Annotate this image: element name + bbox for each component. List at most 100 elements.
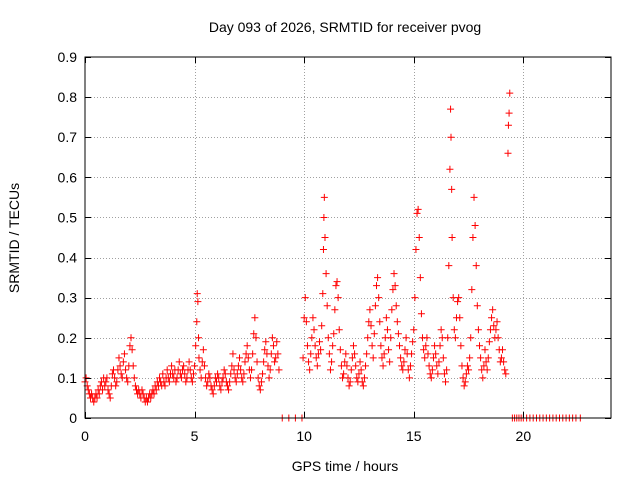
- data-point: [126, 342, 134, 350]
- data-point: [124, 378, 132, 386]
- data-point: [477, 354, 485, 362]
- data-point: [321, 234, 329, 241]
- data-point: [499, 346, 507, 354]
- data-point: [255, 382, 263, 390]
- data-point: [420, 346, 428, 354]
- data-point: [481, 346, 489, 354]
- data-point: [369, 354, 377, 362]
- data-point: [267, 350, 275, 358]
- data-point: [442, 378, 450, 386]
- data-point: [434, 370, 442, 378]
- data-point: [335, 326, 343, 334]
- data-point: [192, 342, 200, 350]
- data-point: [382, 314, 390, 322]
- data-point: [205, 370, 213, 378]
- data-point: [367, 322, 375, 330]
- x-tick-label: 15: [406, 428, 422, 444]
- data-point: [351, 350, 359, 358]
- y-tick-label: 0.6: [58, 169, 78, 185]
- data-point: [236, 354, 244, 362]
- data-point: [233, 370, 241, 378]
- data-point: [320, 193, 328, 201]
- plot-frame: [84, 56, 612, 419]
- data-point: [417, 310, 425, 318]
- data-point: [506, 89, 514, 97]
- data-point: [128, 346, 136, 354]
- data-point: [342, 350, 350, 358]
- data-point: [103, 374, 111, 382]
- data-point: [319, 290, 327, 298]
- data-point: [444, 334, 452, 342]
- data-point: [303, 342, 311, 350]
- data-point: [346, 378, 354, 386]
- data-point: [200, 362, 208, 370]
- y-axis-label: SRMTID / TECUs: [6, 183, 22, 293]
- data-point: [214, 370, 222, 378]
- data-point: [366, 306, 374, 314]
- data-point: [348, 354, 356, 362]
- data-point: [193, 318, 201, 326]
- data-point: [455, 294, 463, 302]
- data-point: [318, 322, 326, 330]
- data-point: [257, 378, 265, 386]
- data-point: [242, 350, 250, 358]
- data-point: [220, 366, 228, 374]
- data-point: [161, 382, 169, 390]
- data-point: [341, 358, 349, 366]
- data-point: [364, 334, 372, 342]
- data-point: [317, 346, 325, 354]
- data-point: [275, 366, 283, 374]
- data-point: [208, 386, 216, 394]
- data-point: [379, 362, 387, 370]
- data-point: [204, 378, 212, 386]
- data-point: [409, 338, 417, 346]
- data-point: [196, 366, 204, 374]
- data-point: [462, 370, 470, 378]
- data-point: [360, 374, 368, 382]
- y-tick-label: 0.8: [58, 89, 78, 105]
- data-point: [329, 342, 337, 350]
- data-point: [389, 286, 397, 294]
- data-point: [108, 370, 116, 378]
- data-point: [370, 330, 378, 338]
- data-point: [216, 382, 224, 390]
- data-point: [268, 334, 276, 342]
- data-point: [105, 390, 113, 398]
- data-point: [239, 378, 247, 386]
- data-point: [198, 358, 206, 366]
- data-point: [388, 306, 396, 314]
- x-tick-label: 5: [191, 428, 199, 444]
- data-point: [237, 366, 245, 374]
- data-point: [401, 346, 409, 354]
- data-point: [326, 366, 334, 374]
- data-point: [130, 374, 138, 382]
- data-point: [357, 366, 365, 374]
- data-point: [305, 358, 313, 366]
- data-point: [90, 398, 98, 406]
- data-point: [413, 209, 421, 217]
- data-point: [422, 342, 430, 350]
- data-point: [104, 386, 112, 394]
- data-point: [147, 394, 155, 402]
- data-point: [261, 346, 269, 354]
- data-point: [191, 362, 199, 370]
- data-point: [476, 342, 483, 350]
- data-point: [428, 366, 436, 374]
- data-point: [358, 378, 366, 386]
- data-point: [408, 350, 416, 358]
- data-point: [392, 302, 400, 310]
- data-point: [299, 354, 307, 362]
- data-point: [374, 274, 382, 282]
- data-point: [372, 282, 380, 290]
- data-point: [313, 362, 321, 370]
- data-point: [406, 362, 414, 370]
- data-point: [435, 358, 443, 366]
- data-point: [429, 354, 437, 362]
- data-point: [494, 334, 502, 342]
- data-point: [485, 338, 493, 346]
- data-point: [472, 262, 480, 270]
- y-tick-label: 0.2: [58, 330, 78, 346]
- data-point: [424, 350, 432, 358]
- data-point: [393, 318, 401, 326]
